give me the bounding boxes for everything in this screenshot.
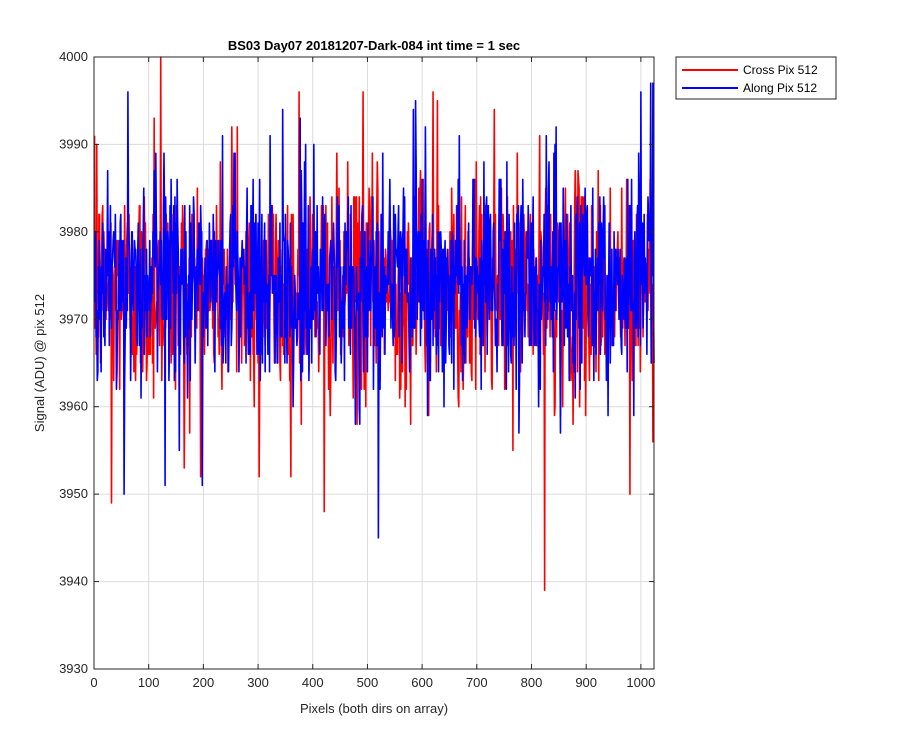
x-tick-label: 700 [466,675,488,690]
series-line-along [93,82,655,539]
axis-ticks: 0 100 200 300 400 500 600 700 800 900 1000 3930 3940… [59,49,655,690]
series-group [93,56,655,592]
x-tick-label: 600 [411,675,433,690]
x-tick-label: 800 [521,675,543,690]
legend-label-along: Along Pix 512 [743,81,817,95]
legend-box [675,56,837,100]
x-tick-label: 1000 [626,675,655,690]
x-axis-label: Pixels (both dirs on array) [300,701,448,716]
x-tick-label: 300 [247,675,269,690]
y-tick-label: 3940 [59,574,88,589]
x-tick-label: 900 [575,675,597,690]
y-tick-label: 4000 [59,49,88,64]
legend-label-cross: Cross Pix 512 [743,63,818,77]
x-tick-label: 100 [138,675,160,690]
y-tick-label: 3980 [59,224,88,239]
y-tick-label: 3930 [59,661,88,676]
y-tick-label: 3990 [59,136,88,151]
y-axis-label: Signal (ADU) @ pix 512 [32,294,47,432]
y-tick-label: 3950 [59,486,88,501]
x-tick-label: 500 [357,675,379,690]
x-tick-label: 200 [193,675,215,690]
x-tick-label: 400 [302,675,324,690]
legend[interactable]: Cross Pix 512 Along Pix 512 [675,56,837,100]
x-tick-label: 0 [90,675,97,690]
chart-title: BS03 Day07 20181207-Dark-084 int time = … [228,38,520,53]
y-tick-label: 3970 [59,311,88,326]
plot-box [93,56,655,670]
y-tick-label: 3960 [59,399,88,414]
